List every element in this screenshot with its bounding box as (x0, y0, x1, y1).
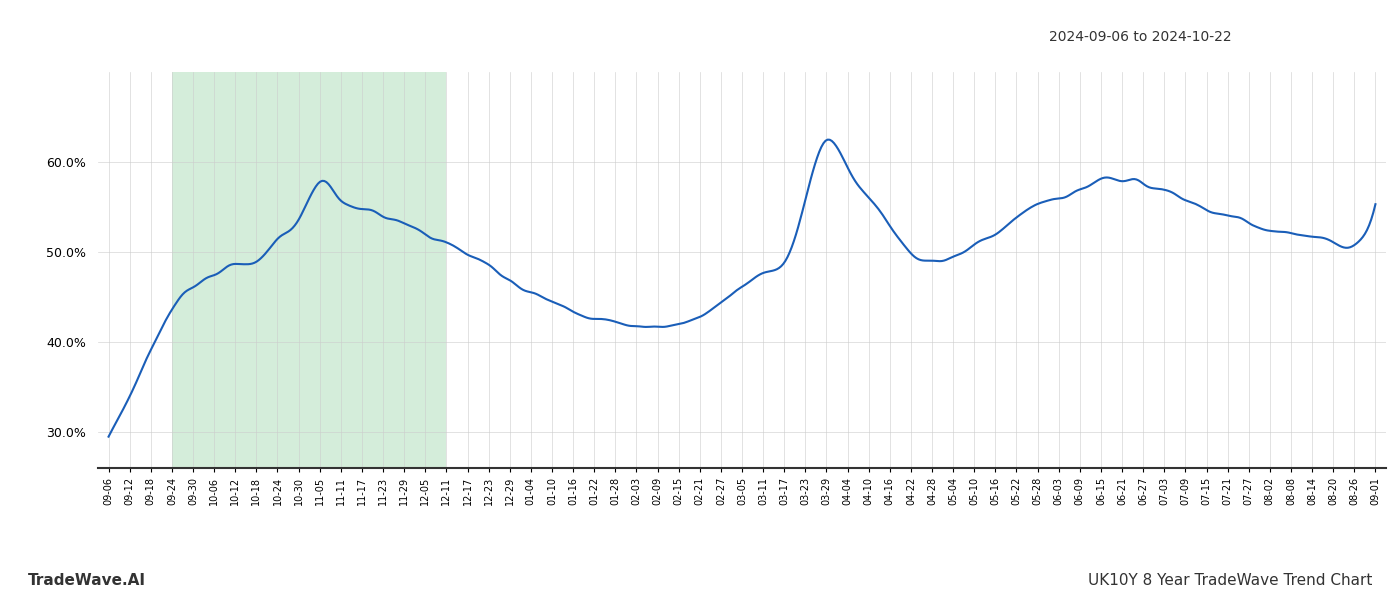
Bar (172, 72, 447, 468)
Text: 2024-09-06 to 2024-10-22: 2024-09-06 to 2024-10-22 (1050, 30, 1232, 44)
Text: TradeWave.AI: TradeWave.AI (28, 573, 146, 588)
Text: UK10Y 8 Year TradeWave Trend Chart: UK10Y 8 Year TradeWave Trend Chart (1088, 573, 1372, 588)
